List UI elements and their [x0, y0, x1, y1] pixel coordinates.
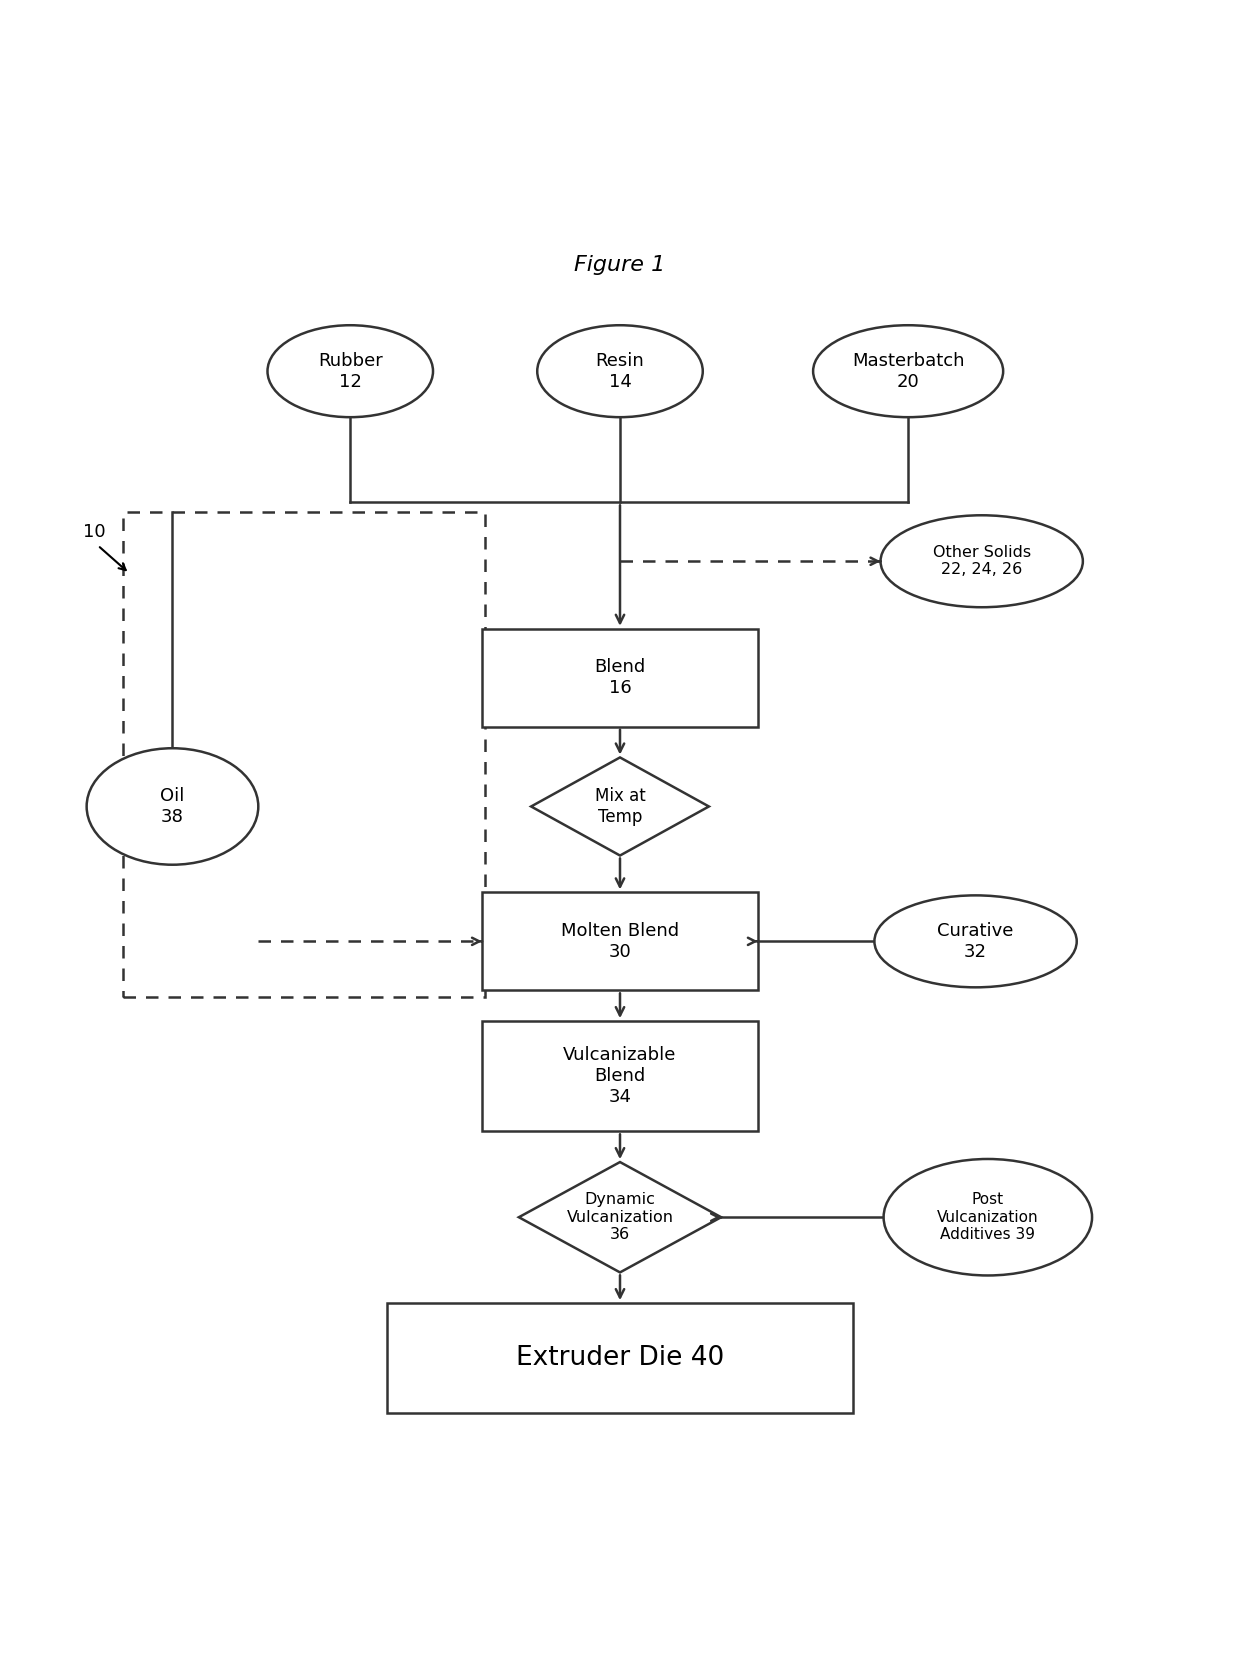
- FancyBboxPatch shape: [482, 628, 758, 726]
- Ellipse shape: [880, 515, 1083, 607]
- Text: Post
Vulcanization
Additives 39: Post Vulcanization Additives 39: [937, 1192, 1039, 1242]
- Polygon shape: [531, 758, 709, 856]
- Text: Extruder Die 40: Extruder Die 40: [516, 1345, 724, 1371]
- Ellipse shape: [268, 326, 433, 417]
- Text: Mix at
Temp: Mix at Temp: [595, 788, 645, 826]
- Polygon shape: [518, 1162, 722, 1273]
- FancyBboxPatch shape: [387, 1303, 853, 1413]
- Text: Blend
16: Blend 16: [594, 658, 646, 696]
- Ellipse shape: [813, 326, 1003, 417]
- Ellipse shape: [884, 1158, 1092, 1275]
- Ellipse shape: [87, 748, 258, 864]
- Ellipse shape: [874, 896, 1076, 987]
- Text: Masterbatch
20: Masterbatch 20: [852, 352, 965, 391]
- Text: Dynamic
Vulcanization
36: Dynamic Vulcanization 36: [567, 1192, 673, 1242]
- Text: Molten Blend
30: Molten Blend 30: [560, 922, 680, 961]
- Text: 10: 10: [83, 524, 105, 540]
- Text: Curative
32: Curative 32: [937, 922, 1014, 961]
- Ellipse shape: [537, 326, 703, 417]
- Text: Vulcanizable
Blend
34: Vulcanizable Blend 34: [563, 1047, 677, 1105]
- FancyBboxPatch shape: [482, 1020, 758, 1132]
- Text: Figure 1: Figure 1: [574, 254, 666, 274]
- Text: Other Solids
22, 24, 26: Other Solids 22, 24, 26: [932, 545, 1030, 577]
- Text: Resin
14: Resin 14: [595, 352, 645, 391]
- Text: Rubber
12: Rubber 12: [317, 352, 383, 391]
- Text: Oil
38: Oil 38: [160, 788, 185, 826]
- FancyBboxPatch shape: [482, 892, 758, 991]
